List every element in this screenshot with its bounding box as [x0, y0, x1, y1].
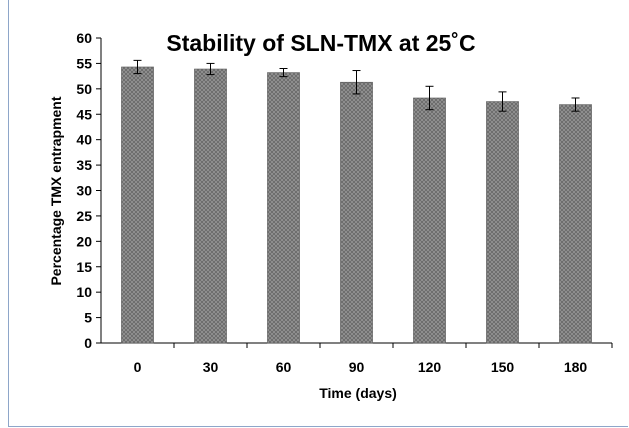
y-tick-label: 40	[76, 132, 92, 148]
y-tick-label: 5	[84, 310, 92, 326]
bar	[559, 104, 592, 344]
y-tick-label: 25	[76, 208, 92, 224]
x-axis-title: Time (days)	[319, 385, 397, 401]
y-tick-label: 30	[76, 183, 92, 199]
bar	[121, 66, 154, 344]
y-tick-label: 45	[76, 106, 92, 122]
x-tick-label: 0	[134, 359, 142, 375]
y-tick-label: 60	[76, 30, 92, 46]
y-tick-label: 20	[76, 233, 92, 249]
chart-frame	[8, 0, 628, 427]
bar	[340, 81, 373, 344]
y-tick-label: 50	[76, 81, 92, 97]
y-tick-label: 55	[76, 55, 92, 71]
x-tick-label: 120	[418, 359, 442, 375]
bar	[267, 72, 300, 344]
y-tick-label: 35	[76, 157, 92, 173]
bar	[413, 97, 446, 344]
x-tick-label: 180	[564, 359, 588, 375]
x-tick-label: 150	[491, 359, 515, 375]
bar	[486, 101, 519, 344]
x-tick-label: 90	[349, 359, 365, 375]
x-tick-label: 60	[276, 359, 292, 375]
x-tick-label: 30	[203, 359, 219, 375]
y-tick-label: 15	[76, 259, 92, 275]
y-tick-label: 10	[76, 284, 92, 300]
chart-title: Stability of SLN-TMX at 25˚C	[166, 30, 475, 56]
bar	[194, 68, 227, 344]
y-tick-label: 0	[84, 335, 92, 351]
y-axis-title: Percentage TMX entrapment	[48, 96, 64, 285]
